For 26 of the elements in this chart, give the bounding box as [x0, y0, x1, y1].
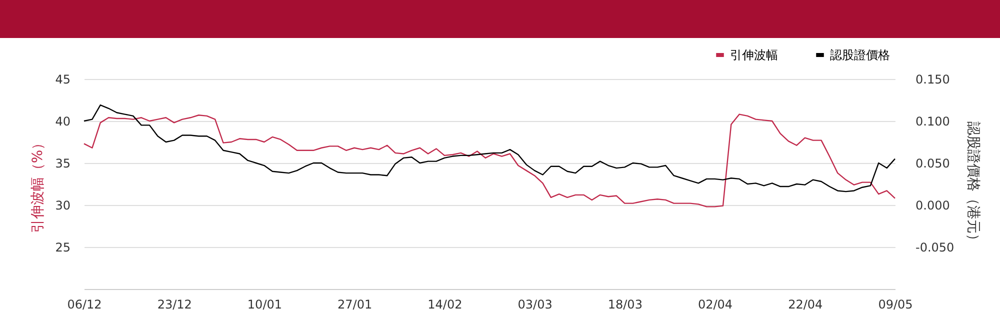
- x-tick-label: 02/04: [698, 298, 733, 312]
- y-axis-title: 引伸波幅（%）: [30, 136, 46, 234]
- x-tick-label: 14/02: [428, 298, 462, 312]
- y2-tick-label: -0.050: [916, 240, 954, 254]
- y-tick-label: 35: [55, 156, 70, 170]
- y-tick-label: 25: [55, 240, 70, 254]
- x-tick-label: 18/03: [608, 298, 642, 312]
- line-series: [83, 104, 896, 192]
- x-tick-label: 10/01: [247, 298, 282, 312]
- y-tick-label: 45: [55, 72, 70, 86]
- legend-label: 引伸波幅: [730, 48, 778, 62]
- x-tick-label: 22/04: [788, 298, 823, 312]
- x-tick-label: 06/12: [67, 298, 102, 312]
- x-tick-label: 27/01: [338, 298, 372, 312]
- x-tick-label: 03/03: [518, 298, 552, 312]
- x-tick-label: 23/12: [157, 298, 192, 312]
- y2-axis-title: 認股證價格（港元）: [965, 122, 982, 248]
- y2-tick-label: 0.150: [916, 72, 950, 86]
- x-tick-label: 09/05: [878, 298, 913, 312]
- y2-tick-label: 0.000: [916, 198, 950, 212]
- line-series: [83, 114, 896, 208]
- legend-label: 認股證價格: [830, 48, 890, 62]
- y2-tick-label: 0.050: [916, 156, 950, 170]
- y2-tick-label: 0.100: [916, 114, 950, 128]
- y-tick-label: 30: [55, 198, 70, 212]
- y-tick-label: 40: [55, 114, 70, 128]
